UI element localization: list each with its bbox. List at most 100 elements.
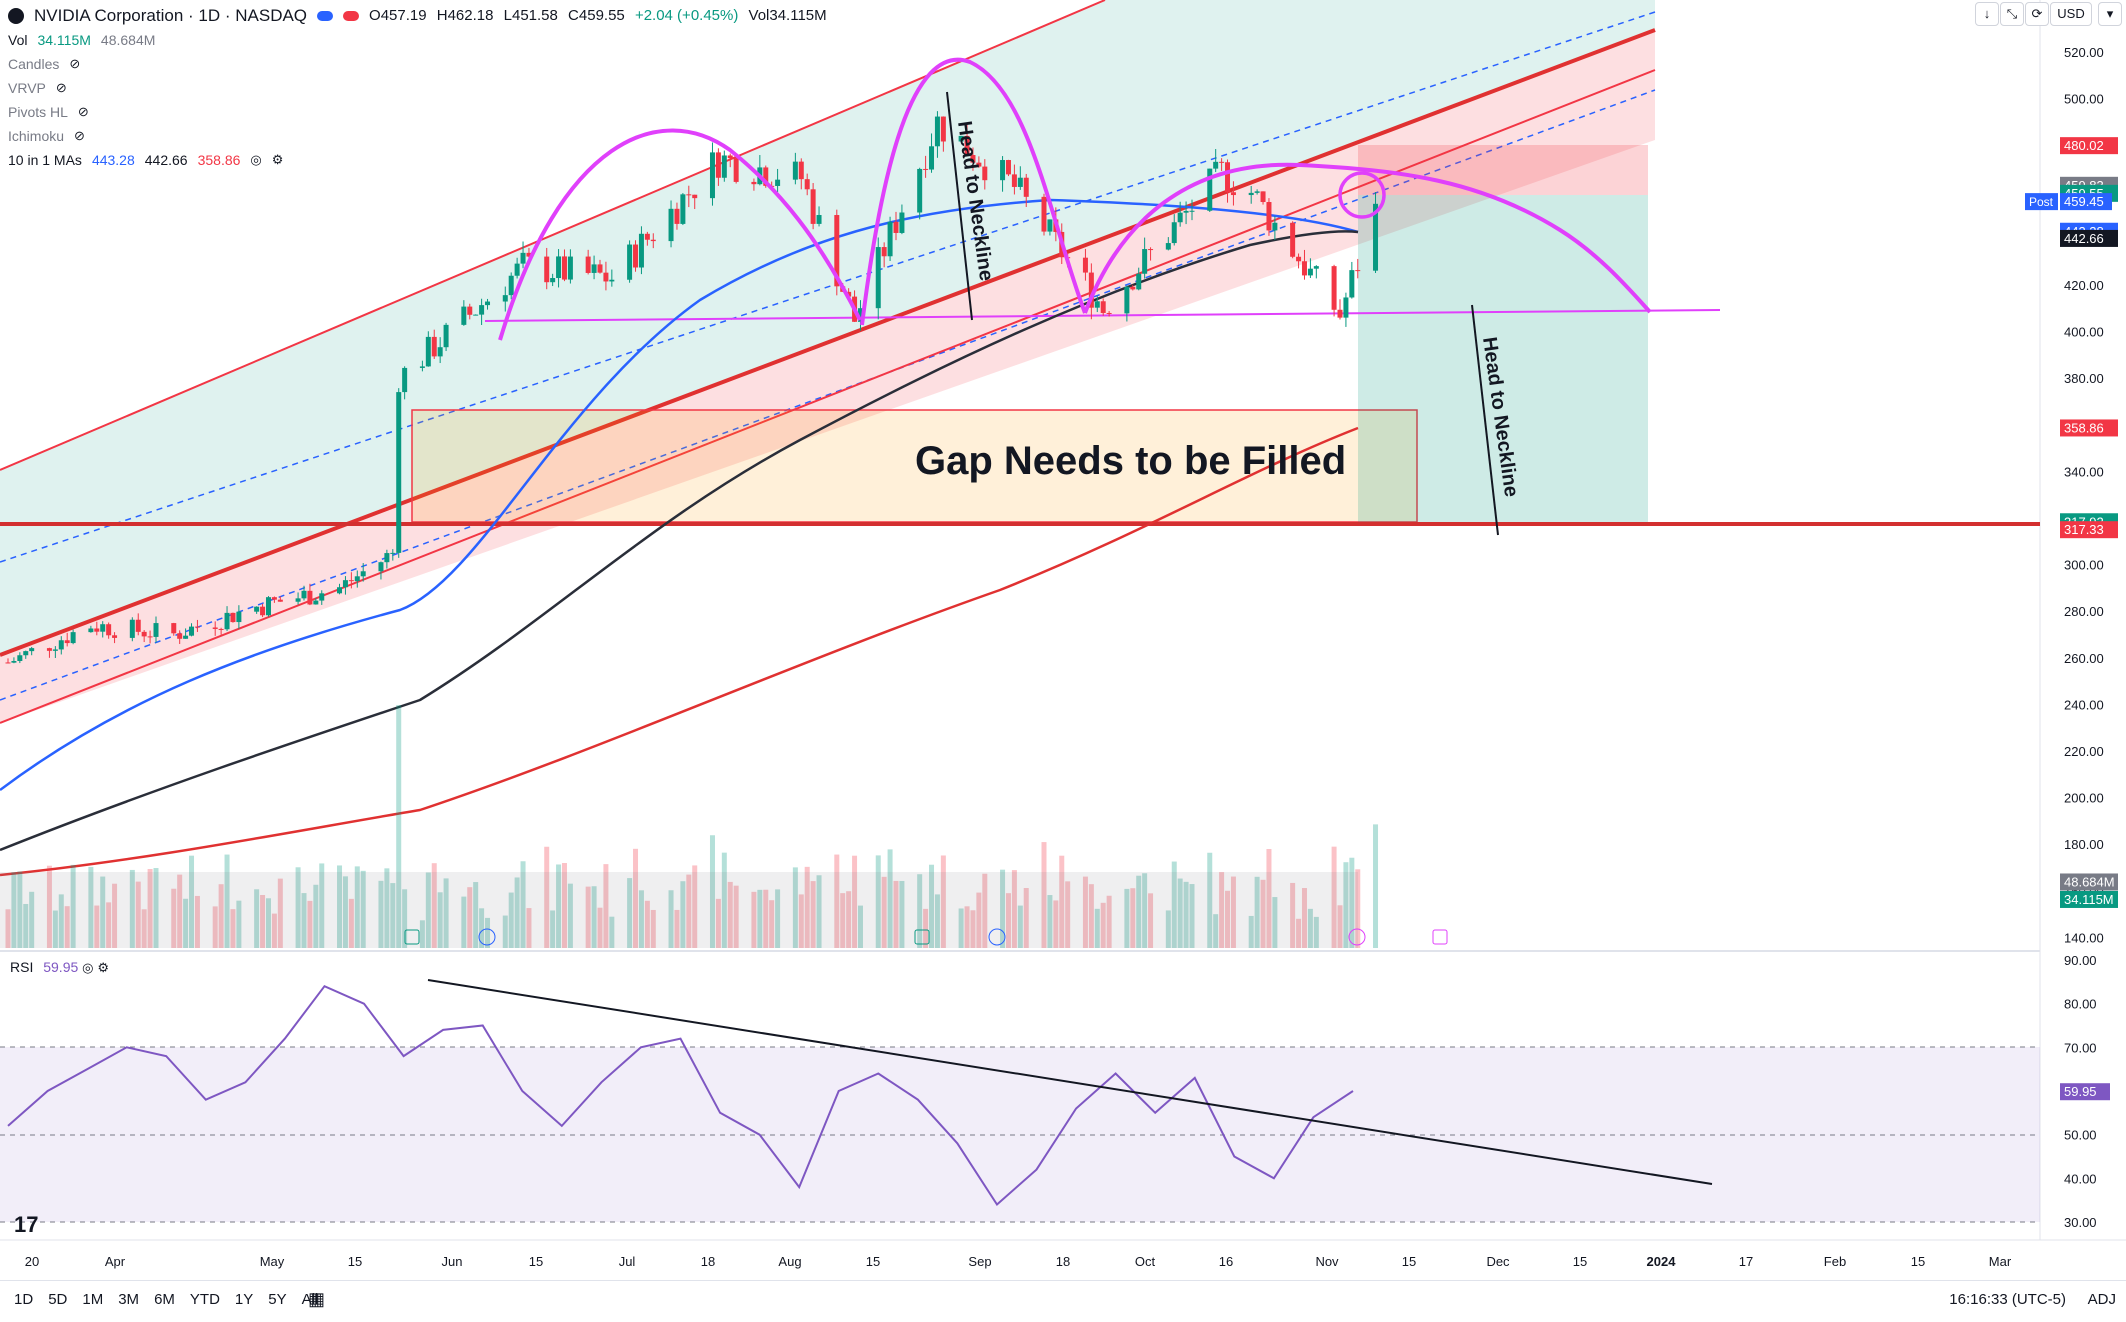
range-button-all[interactable]: All (301, 1291, 319, 1308)
rsi-label[interactable]: RSI (10, 959, 34, 975)
volume-bar (271, 913, 277, 948)
ichimoku-label[interactable]: Ichimoku (8, 128, 65, 144)
vrvp-label[interactable]: VRVP (8, 80, 46, 96)
candle-body (153, 623, 159, 637)
volume-bar (183, 898, 189, 948)
candle-body (816, 215, 822, 224)
rsi-value: 59.95 (43, 959, 79, 975)
candle-body (307, 590, 313, 605)
expand-icon[interactable]: ▾ (2098, 2, 2122, 26)
move-button[interactable]: ⤡ (2000, 2, 2024, 26)
candle-body (964, 135, 970, 156)
candle-body (1023, 177, 1029, 197)
candle-body (1017, 177, 1023, 187)
volume-bar (940, 855, 946, 948)
volume-bar (58, 894, 64, 948)
hidden-eye-icon[interactable]: ⊘ (55, 80, 67, 95)
volume-bar (929, 864, 935, 948)
settings-icon[interactable]: ⚙ (97, 960, 110, 975)
candle-body (461, 306, 467, 325)
candle-body (958, 135, 964, 142)
candles-label[interactable]: Candles (8, 56, 60, 72)
dividend-icon[interactable] (988, 928, 1006, 946)
currency-select[interactable]: USD (2050, 2, 2092, 26)
volume-bar (715, 898, 721, 948)
earnings-icon[interactable] (1432, 929, 1448, 945)
time-axis[interactable]: 20 Apr May 15 Jun 15 Jul 18 Aug 15 Sep 18 Oct 16 Nov 15… (25, 1254, 2012, 1269)
range-button-1d[interactable]: 1D (14, 1291, 34, 1308)
candle-body (597, 264, 603, 273)
pivots-label[interactable]: Pivots HL (8, 104, 68, 120)
candle-body (1047, 219, 1053, 232)
volume-bar (1248, 915, 1254, 948)
eye-icon[interactable]: ◎ (82, 960, 94, 975)
rsi-tick-label: 70.00 (2064, 1040, 2097, 1055)
ohlc-close: C459.55 (568, 7, 625, 24)
symbol-title[interactable]: NVIDIA Corporation · 1D · NASDAQ (34, 6, 308, 25)
split-icon[interactable] (1348, 928, 1366, 946)
channel-upper-fill (0, 0, 1655, 655)
head-arc (860, 57, 1087, 326)
candle-body (1171, 222, 1177, 244)
volume-bar (384, 868, 390, 948)
ohlc-change: +2.04 (+0.45%) (634, 7, 739, 24)
volume-bar (544, 846, 550, 948)
volume-bar (674, 909, 680, 948)
ohlc-open: O457.19 (369, 7, 427, 24)
volume-bar (354, 866, 360, 948)
volume-bar (254, 889, 260, 948)
candle-body (923, 168, 929, 170)
clock[interactable]: 16:16:33 (UTC-5) (1949, 1291, 2066, 1308)
volume-bar (1207, 852, 1213, 948)
candle-body (141, 631, 147, 637)
volume-bar (129, 869, 135, 948)
market-status-icon[interactable] (317, 11, 334, 21)
hidden-eye-icon[interactable]: ⊘ (77, 104, 89, 119)
range-button-5y[interactable]: 5Y (268, 1291, 287, 1308)
volume-bar (508, 892, 514, 948)
mas-label[interactable]: 10 in 1 MAs (8, 152, 82, 168)
settings-icon[interactable]: ⚙ (271, 152, 284, 167)
hidden-eye-icon[interactable]: ⊘ (74, 128, 85, 143)
candle-body (514, 263, 520, 276)
volume-ma-band (0, 872, 1358, 948)
price-label-box (2060, 890, 2118, 908)
candle-body (1100, 301, 1106, 313)
volume-bar (348, 898, 354, 948)
refresh-button[interactable]: ⟳ (2025, 2, 2049, 26)
candle-body (727, 155, 733, 159)
earnings-icon[interactable] (914, 929, 930, 945)
volume-bar (236, 900, 242, 948)
hidden-eye-icon[interactable]: ⊘ (69, 56, 81, 71)
volume-bar (194, 895, 200, 948)
event-markers[interactable] (404, 928, 1448, 946)
candle-body (875, 247, 881, 309)
range-button-1y[interactable]: 1Y (234, 1291, 254, 1308)
volume-bar (94, 905, 100, 948)
volume-bar (591, 886, 597, 948)
scroll-down-button[interactable]: ↓ (1975, 2, 1999, 26)
volume-bar (390, 883, 396, 948)
rsi-tick-label: 40.00 (2064, 1171, 2097, 1186)
earnings-icon[interactable] (404, 929, 420, 945)
volume-bar (218, 884, 224, 948)
volume-bar (1177, 878, 1183, 948)
vol-label[interactable]: Vol (8, 32, 28, 48)
range-button-5d[interactable]: 5D (48, 1291, 68, 1308)
range-button-1m[interactable]: 1M (82, 1291, 104, 1308)
flag-icon[interactable] (343, 11, 360, 21)
range-button-ytd[interactable]: YTD (189, 1291, 220, 1308)
dividend-icon[interactable] (478, 928, 496, 946)
tradingview-logo-icon[interactable]: 17 (14, 1212, 39, 1237)
calendar-icon[interactable]: ▦ (308, 1289, 326, 1309)
candle-body (277, 599, 283, 602)
volume-bar (1313, 916, 1319, 948)
range-button-3m[interactable]: 3M (118, 1291, 140, 1308)
time-tick-label: Mar (1989, 1254, 2012, 1269)
candle-body (650, 239, 656, 242)
eye-icon[interactable]: ◎ (250, 152, 262, 167)
time-tick-label: 2024 (1647, 1254, 1677, 1269)
adj-toggle[interactable]: ADJ (2087, 1291, 2116, 1308)
range-button-6m[interactable]: 6M (154, 1291, 175, 1308)
